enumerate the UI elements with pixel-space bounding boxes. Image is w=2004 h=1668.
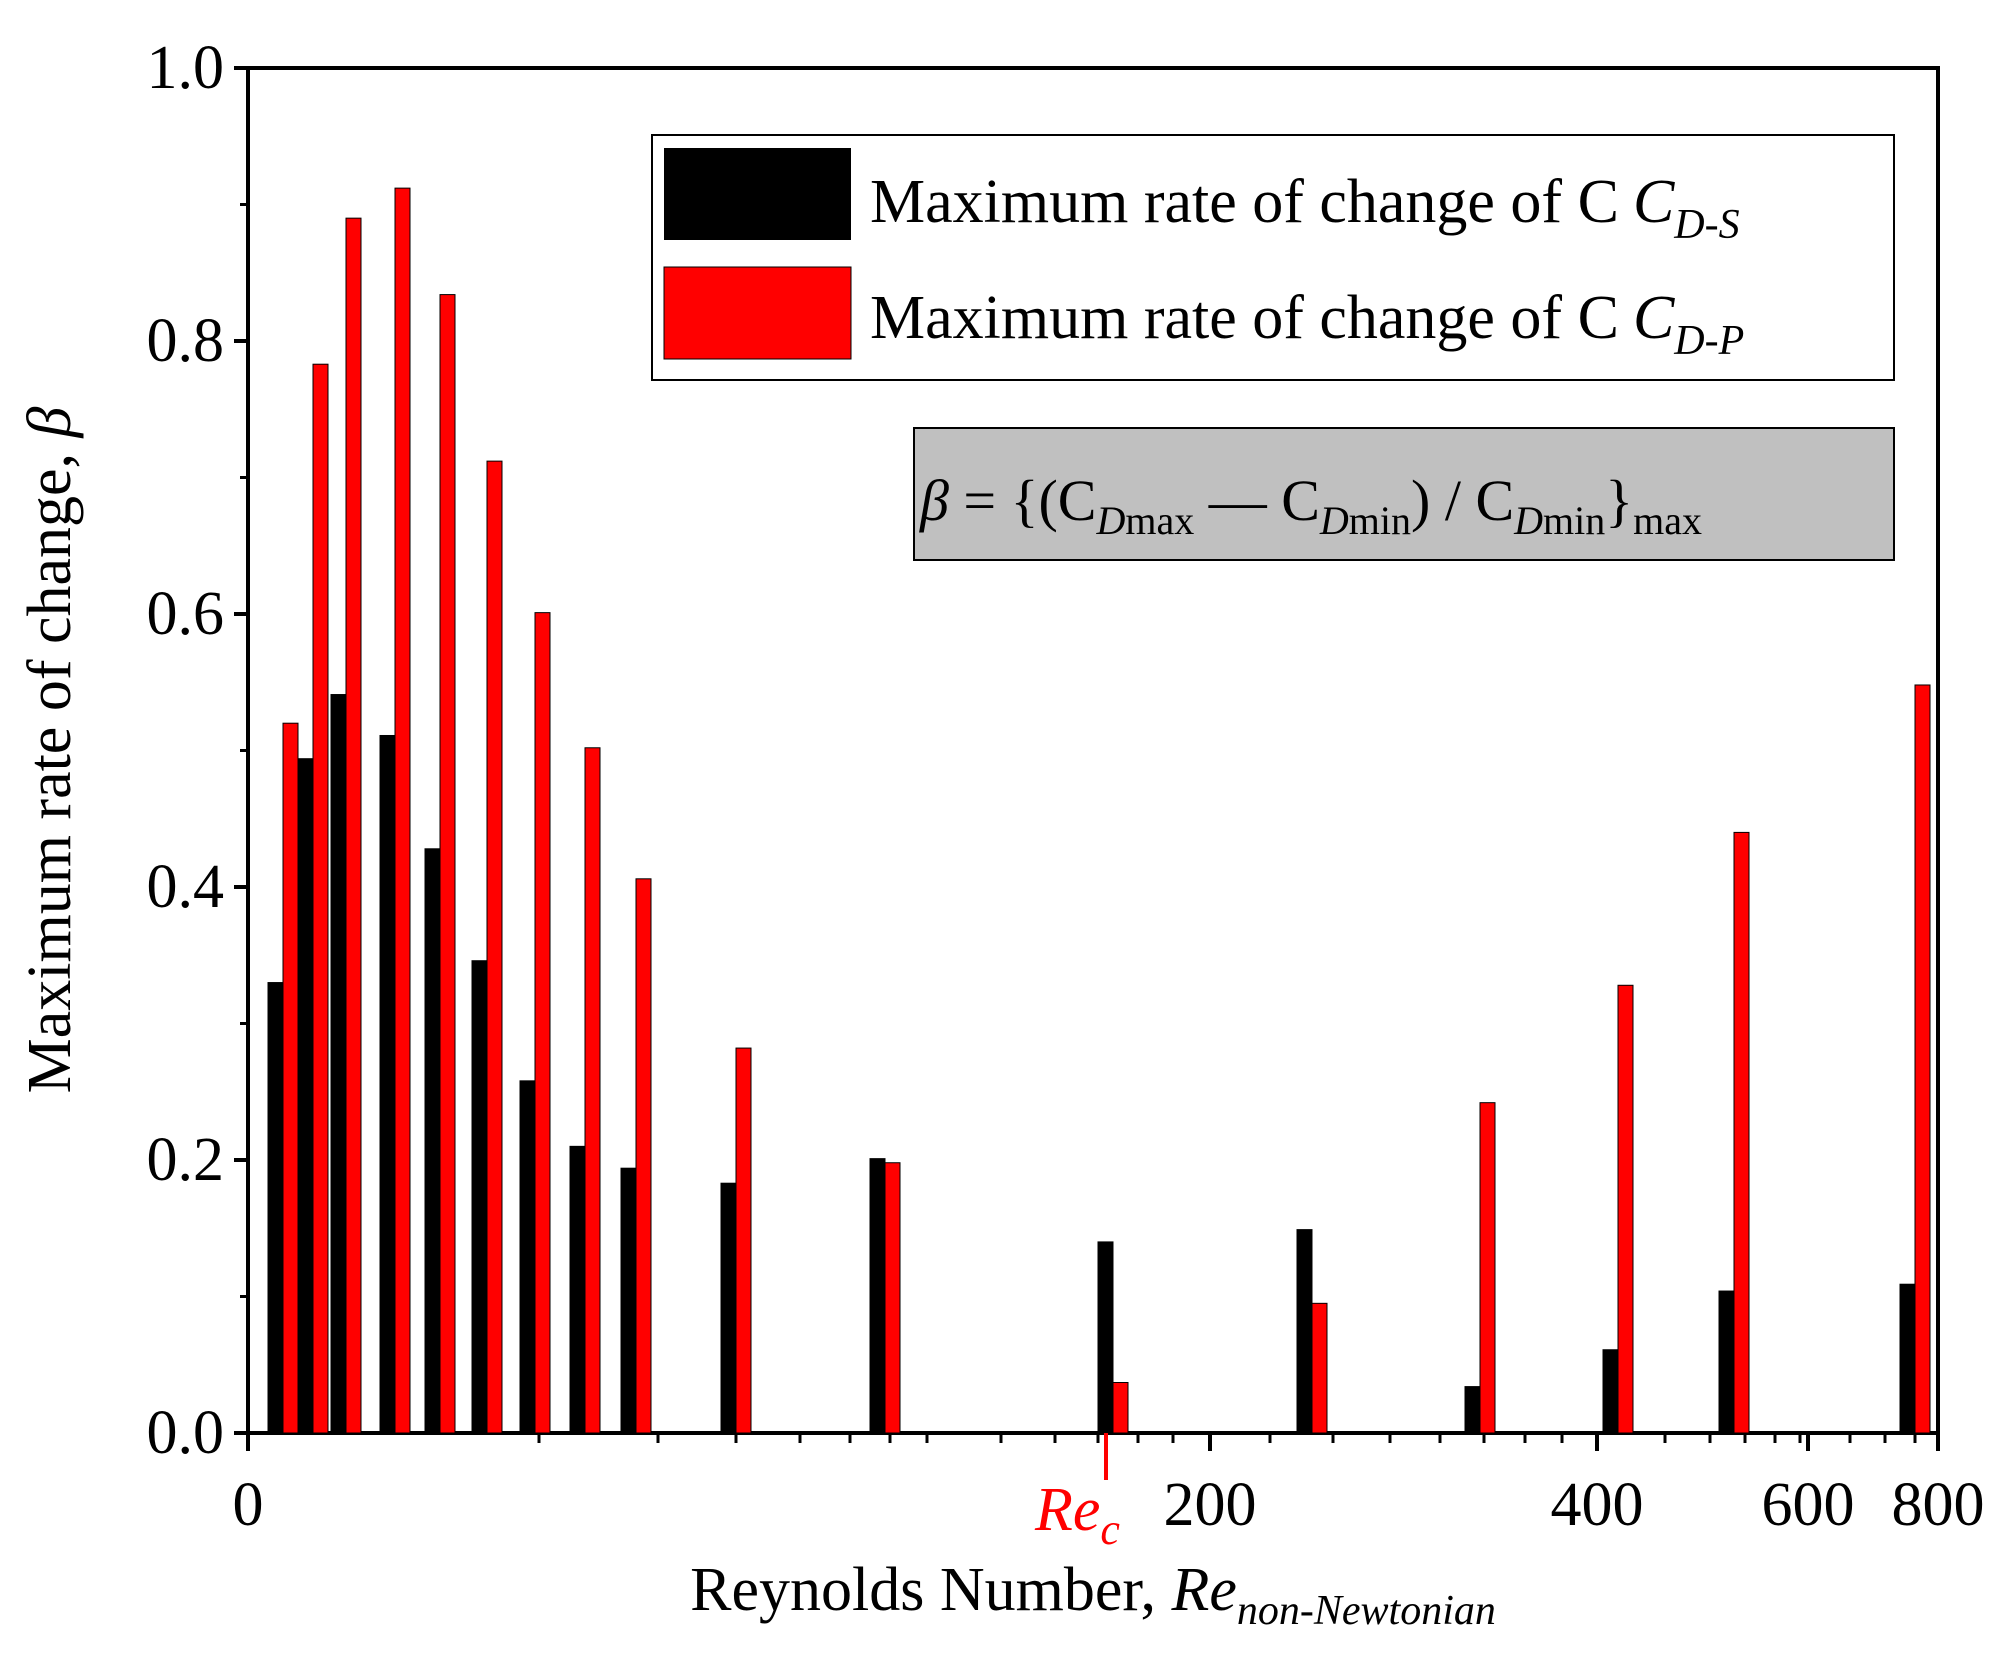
x-axis-label-sub: non-Newtonian [1237, 1588, 1496, 1634]
rec-marker-label: Rec [1034, 1476, 1120, 1554]
bar-cds [620, 1167, 637, 1434]
legend-swatch-cds [664, 148, 851, 240]
rec-marker-re: Re [1034, 1476, 1100, 1544]
bar-cdp [635, 878, 652, 1434]
formula-minus: — C [1194, 468, 1320, 533]
bar-cds [424, 848, 441, 1434]
formula-sub3: D [1513, 498, 1543, 543]
x-tick-label: 0 [233, 1471, 264, 1539]
bar-cdp [534, 612, 551, 1434]
formula-box-bg [913, 427, 1895, 561]
y-tick-label: 1.0 [147, 34, 225, 102]
x-ticks-group: 0 200 400 600 800 [233, 1433, 1985, 1539]
legend-cdp-sub: D-P [1673, 318, 1744, 364]
bar-cdp [1914, 684, 1931, 1434]
legend-swatch-cdp [663, 266, 852, 360]
bar-cdp [1733, 831, 1750, 1434]
bar-cdp [439, 294, 456, 1434]
legend-label-cdp: Maximum rate of change of C CD-P [870, 284, 1744, 364]
y-tick-label: 0.8 [147, 307, 225, 375]
bar-cds [471, 960, 488, 1434]
bar-cds [330, 694, 347, 1434]
y-tick-label: 0.4 [147, 853, 225, 921]
bar-cdp [884, 1162, 901, 1434]
x-tick-label: 400 [1551, 1471, 1644, 1539]
legend-cdp-symbol: C [1633, 284, 1675, 352]
bar-cdp [1311, 1302, 1328, 1434]
legend: Maximum rate of change of C CD-S Maximum … [651, 134, 1895, 381]
y-axis-label: Maximum rate of change, β [16, 406, 84, 1093]
bar-cds [519, 1080, 536, 1434]
legend-cds-text: Maximum rate of change of C [870, 168, 1619, 236]
x-tick-label: 200 [1164, 1471, 1257, 1539]
formula-sub2: D [1319, 498, 1349, 543]
x-tick-label: 600 [1762, 1471, 1855, 1539]
formula-text: β = {(CDmax — CDmin) / CDmin}max [919, 468, 1702, 543]
bar-cdp [345, 217, 362, 1434]
formula-div: ) / C [1411, 468, 1514, 533]
x-axis-label: Reynolds Number, Renon-Newtonian [690, 1556, 1496, 1634]
y-tick-label: 0.2 [147, 1126, 225, 1194]
bar-cds [720, 1182, 737, 1434]
bar-cdp [584, 747, 601, 1434]
bar-cdp [1617, 984, 1634, 1434]
bar-cdp [1112, 1381, 1129, 1434]
formula-eq: = {(C [949, 468, 1097, 533]
legend-box [651, 134, 1895, 381]
bar-cds [379, 734, 396, 1434]
bar-cds [1602, 1349, 1619, 1434]
bar-cds [1464, 1386, 1481, 1434]
bar-cdp [1479, 1102, 1496, 1434]
bar-cds [1718, 1290, 1735, 1434]
y-axis-label-text: Maximum rate of change, [16, 437, 84, 1093]
rec-marker-sub: c [1100, 1505, 1120, 1554]
y-ticks-group: 0.0 0.2 0.4 0.6 0.8 1.0 [147, 34, 248, 1467]
legend-cds-symbol: C [1633, 168, 1675, 236]
formula-outer-sub: max [1633, 498, 1702, 543]
formula-close: } [1605, 468, 1633, 533]
bar-cdp [486, 460, 503, 1434]
bar-cds [569, 1145, 586, 1434]
bar-cdp [282, 722, 299, 1434]
legend-label-cds: Maximum rate of change of C CD-S [870, 168, 1740, 248]
bar-cdp [394, 187, 411, 1434]
bar-cds [267, 982, 284, 1434]
y-axis-label-symbol: β [16, 406, 84, 438]
x-axis-label-text: Reynolds Number, [690, 1556, 1171, 1624]
y-tick-label: 0.0 [147, 1399, 225, 1467]
bar-cds [869, 1158, 886, 1434]
formula-beta: β [919, 468, 949, 533]
formula-sub1: D [1095, 498, 1125, 543]
bar-cdp [312, 363, 329, 1434]
bar-cds [297, 758, 314, 1434]
bar-cds [1097, 1241, 1114, 1434]
legend-cdp-text: Maximum rate of change of C [870, 284, 1619, 352]
formula-box: β = {(CDmax — CDmin) / CDmin}max [913, 427, 1895, 561]
legend-cds-sub: D-S [1673, 202, 1739, 248]
formula-max: max [1125, 498, 1194, 543]
y-tick-label: 0.6 [147, 580, 225, 648]
bar-cds [1296, 1229, 1313, 1434]
bars-group [267, 187, 1931, 1434]
formula-min2: min [1543, 498, 1605, 543]
x-tick-label: 800 [1892, 1471, 1985, 1539]
x-axis-label-symbol: Re [1171, 1556, 1237, 1624]
bar-cdp [735, 1047, 752, 1434]
bar-cds [1899, 1283, 1916, 1434]
formula-min: min [1349, 498, 1411, 543]
